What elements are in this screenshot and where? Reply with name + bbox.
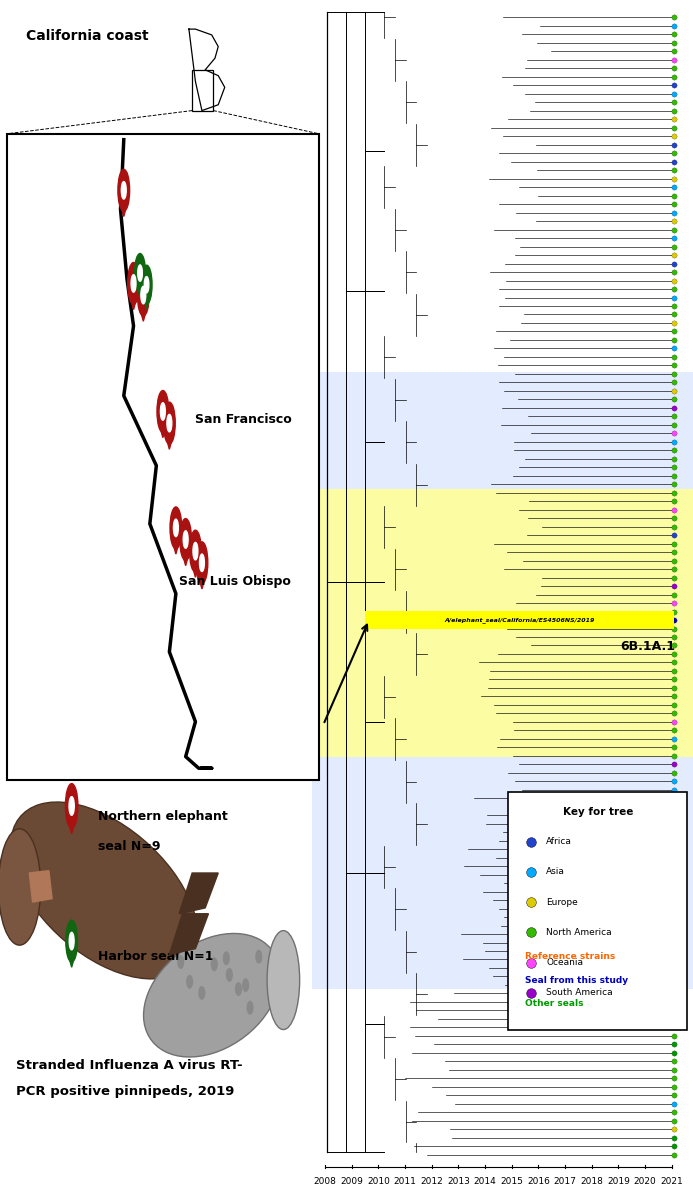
Circle shape	[128, 263, 139, 305]
Polygon shape	[158, 420, 168, 438]
Text: seal N=9: seal N=9	[98, 840, 160, 853]
Circle shape	[157, 390, 168, 432]
Ellipse shape	[267, 931, 299, 1030]
Ellipse shape	[143, 934, 280, 1057]
Circle shape	[167, 414, 172, 432]
Text: 2011: 2011	[394, 1176, 416, 1186]
Circle shape	[65, 784, 78, 828]
Bar	[365, 611, 674, 629]
Text: Northern elephant: Northern elephant	[98, 810, 227, 823]
Circle shape	[144, 276, 149, 293]
Text: Reference strains: Reference strains	[525, 953, 615, 961]
Text: 2009: 2009	[340, 1176, 363, 1186]
Polygon shape	[169, 913, 209, 954]
Circle shape	[170, 506, 182, 548]
Circle shape	[134, 253, 146, 293]
Bar	[192, 70, 213, 110]
Ellipse shape	[235, 982, 242, 996]
Circle shape	[164, 402, 175, 444]
Text: 2008: 2008	[314, 1176, 337, 1186]
Ellipse shape	[186, 974, 193, 989]
Text: Other seals: Other seals	[525, 998, 584, 1008]
Polygon shape	[119, 199, 128, 216]
Text: 2014: 2014	[474, 1176, 496, 1186]
Polygon shape	[165, 432, 174, 449]
Text: Key for tree: Key for tree	[563, 806, 633, 817]
Text: North America: North America	[546, 928, 612, 937]
Circle shape	[131, 275, 136, 292]
Circle shape	[141, 265, 152, 305]
Circle shape	[118, 169, 130, 211]
Circle shape	[138, 265, 142, 281]
Polygon shape	[198, 571, 207, 589]
Text: Harbor seal N=1: Harbor seal N=1	[98, 950, 213, 964]
Text: Africa: Africa	[546, 838, 572, 846]
Polygon shape	[179, 874, 218, 913]
Ellipse shape	[247, 1001, 254, 1015]
Text: Europe: Europe	[546, 898, 578, 907]
Ellipse shape	[0, 829, 41, 946]
Text: 2013: 2013	[447, 1176, 470, 1186]
Text: Oceania: Oceania	[546, 958, 584, 967]
Ellipse shape	[222, 952, 230, 965]
Circle shape	[137, 274, 149, 316]
Circle shape	[196, 542, 208, 583]
Ellipse shape	[211, 958, 218, 971]
Text: South America: South America	[546, 989, 613, 997]
Circle shape	[160, 403, 166, 420]
Circle shape	[179, 518, 191, 560]
Circle shape	[121, 181, 126, 199]
Text: 6B.1A: 6B.1A	[626, 901, 668, 914]
Circle shape	[193, 542, 198, 560]
Bar	[312, 488, 693, 757]
Polygon shape	[181, 548, 191, 565]
Text: San Luis Obispo: San Luis Obispo	[179, 576, 291, 588]
Circle shape	[200, 554, 204, 571]
Ellipse shape	[226, 968, 233, 982]
Text: 2019: 2019	[607, 1176, 630, 1186]
Text: Seal from this study: Seal from this study	[525, 976, 629, 984]
Circle shape	[173, 520, 178, 536]
Text: San Francisco: San Francisco	[195, 413, 292, 426]
Text: 2010: 2010	[367, 1176, 390, 1186]
Circle shape	[66, 920, 78, 962]
Text: 6B.1A.1: 6B.1A.1	[620, 640, 675, 653]
Text: 2012: 2012	[421, 1176, 443, 1186]
Text: Asia: Asia	[546, 868, 565, 876]
Ellipse shape	[177, 955, 184, 970]
Circle shape	[69, 797, 74, 815]
Text: Stranded Influenza A virus RT-: Stranded Influenza A virus RT-	[17, 1058, 243, 1072]
Circle shape	[183, 530, 188, 548]
Text: 2018: 2018	[580, 1176, 603, 1186]
Bar	[312, 372, 693, 989]
Polygon shape	[29, 871, 52, 902]
Circle shape	[190, 530, 201, 572]
Ellipse shape	[10, 802, 198, 979]
Text: 2021: 2021	[660, 1176, 683, 1186]
Polygon shape	[129, 292, 138, 310]
Circle shape	[141, 287, 146, 304]
Text: 2016: 2016	[527, 1176, 550, 1186]
Text: 2020: 2020	[633, 1176, 656, 1186]
Ellipse shape	[198, 986, 205, 1000]
Text: PCR positive pinnipeds, 2019: PCR positive pinnipeds, 2019	[17, 1085, 235, 1098]
Ellipse shape	[242, 978, 249, 992]
Bar	[6, 134, 319, 780]
Polygon shape	[171, 536, 181, 554]
Text: A/elephant_seal/California/ES4506NS/2019: A/elephant_seal/California/ES4506NS/2019	[444, 617, 595, 623]
Polygon shape	[142, 293, 151, 310]
FancyBboxPatch shape	[508, 792, 687, 1030]
Polygon shape	[136, 281, 144, 298]
Ellipse shape	[255, 949, 263, 964]
Polygon shape	[67, 950, 76, 967]
Polygon shape	[139, 304, 148, 322]
Text: 2017: 2017	[554, 1176, 577, 1186]
Polygon shape	[191, 560, 200, 577]
Circle shape	[69, 932, 74, 950]
Text: California coast: California coast	[26, 29, 149, 43]
Text: 2015: 2015	[500, 1176, 523, 1186]
Polygon shape	[67, 815, 77, 834]
